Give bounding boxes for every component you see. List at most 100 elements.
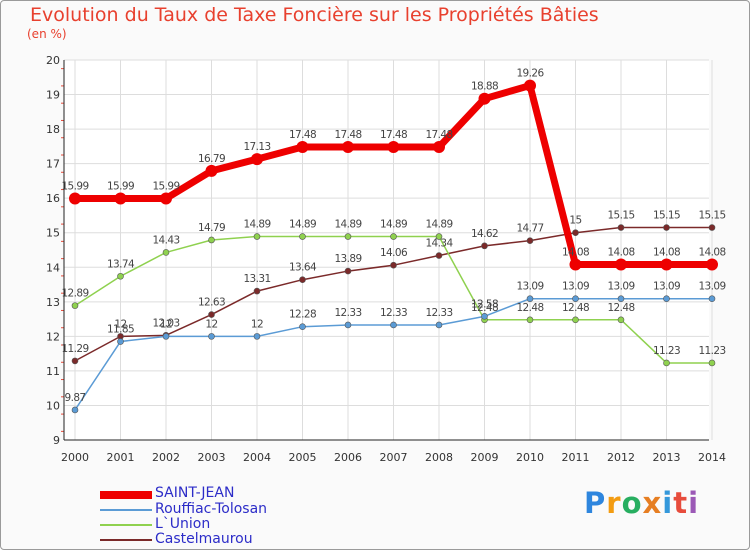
data-label-rouffiac-tolosan: 12	[205, 318, 217, 330]
data-label-castelmaurou: 15.15	[607, 210, 634, 222]
logo-letter: r	[606, 486, 622, 520]
logo-letter: o	[621, 486, 643, 520]
data-point-castelmaurou	[208, 311, 215, 318]
x-tick-label: 2014	[698, 451, 726, 464]
data-label-rouffiac-tolosan: 12	[160, 318, 172, 330]
x-tick-label: 2008	[425, 451, 453, 464]
proxiti-logo: Proxiti	[584, 486, 699, 520]
data-point-rouffiac-tolosan	[299, 323, 306, 330]
legend-label-castelmaurou: Castelmaurou	[155, 531, 253, 547]
data-point-l-union	[435, 233, 443, 240]
x-tick-label: 2004	[243, 451, 271, 464]
data-label-rouffiac-tolosan: 9.87	[65, 392, 86, 404]
data-label-castelmaurou: 15	[569, 215, 581, 227]
data-label-saint-jean: 17.48	[380, 129, 407, 141]
data-label-saint-jean: 14.08	[653, 247, 680, 259]
data-point-rouffiac-tolosan	[481, 313, 488, 320]
data-point-saint-jean	[69, 192, 81, 205]
logo-letter: t	[673, 486, 689, 520]
data-label-castelmaurou: 12.03	[152, 317, 179, 329]
data-point-castelmaurou	[71, 357, 79, 365]
y-tick-label: 18	[46, 123, 60, 136]
data-point-castelmaurou	[390, 261, 397, 269]
data-label-castelmaurou: 12	[114, 318, 126, 330]
data-point-l-union	[208, 236, 215, 244]
data-point-rouffiac-tolosan	[253, 333, 261, 340]
data-point-castelmaurou	[435, 252, 443, 259]
data-label-castelmaurou: 12.63	[198, 297, 225, 309]
data-label-saint-jean: 15.99	[61, 181, 88, 193]
x-tick-label: 2010	[516, 451, 544, 464]
data-point-l-union	[162, 249, 170, 256]
legend-swatch-rouffiac-tolosan	[100, 509, 152, 511]
data-label-l-union: 11.23	[653, 345, 680, 357]
data-label-l-union: 12.48	[516, 302, 543, 314]
y-tick-label: 15	[46, 227, 60, 240]
data-point-rouffiac-tolosan	[162, 333, 170, 340]
y-tick-label: 16	[46, 192, 60, 205]
data-point-l-union	[71, 302, 79, 309]
data-label-saint-jean: 18.88	[471, 81, 498, 93]
chart-title: Evolution du Taux de Taxe Foncière sur l…	[30, 4, 599, 26]
data-label-l-union: 14.79	[198, 222, 225, 234]
data-point-rouffiac-tolosan	[117, 338, 124, 345]
data-label-l-union: 11.23	[698, 345, 725, 357]
data-label-l-union: 12.48	[607, 302, 634, 314]
data-label-rouffiac-tolosan: 13.09	[516, 281, 543, 293]
y-tick-label: 20	[46, 54, 60, 67]
data-point-rouffiac-tolosan	[208, 333, 215, 340]
data-label-l-union: 14.43	[152, 234, 179, 246]
data-point-l-union	[390, 233, 397, 240]
data-label-l-union: 14.89	[425, 219, 452, 231]
data-label-castelmaurou: 14.34	[425, 238, 453, 250]
data-label-castelmaurou: 15.15	[698, 210, 725, 222]
legend-label-rouffiac-tolosan: Rouffiac-Tolosan	[155, 501, 268, 517]
data-point-castelmaurou	[617, 224, 625, 231]
data-label-l-union: 12.48	[562, 302, 589, 314]
data-label-l-union: 12.89	[61, 288, 88, 300]
data-point-saint-jean	[660, 258, 673, 271]
logo-letter: i	[662, 486, 674, 520]
legend-label-l-union: L`Union	[155, 516, 211, 532]
x-tick-label: 2006	[334, 451, 362, 464]
data-label-rouffiac-tolosan: 13.09	[562, 281, 589, 293]
data-point-castelmaurou	[253, 287, 261, 295]
data-label-castelmaurou: 15.15	[653, 210, 680, 222]
y-tick-label: 14	[46, 261, 60, 274]
data-point-rouffiac-tolosan	[390, 321, 397, 329]
legend-label-saint-jean: SAINT-JEAN	[155, 485, 235, 501]
data-label-rouffiac-tolosan: 12.33	[380, 307, 407, 319]
data-label-l-union: 12.48	[471, 302, 498, 314]
data-point-saint-jean	[433, 141, 445, 154]
data-point-l-union	[117, 272, 124, 280]
x-tick-label: 2005	[289, 451, 317, 464]
y-tick-label: 9	[53, 434, 60, 447]
data-point-rouffiac-tolosan	[526, 295, 534, 303]
data-label-saint-jean: 15.99	[152, 181, 179, 193]
data-label-rouffiac-tolosan: 11.85	[107, 324, 134, 336]
legend-swatch-l-union	[100, 524, 152, 526]
x-tick-label: 2002	[152, 451, 180, 464]
data-label-rouffiac-tolosan: 12.33	[334, 307, 361, 319]
data-label-l-union: 14.89	[380, 219, 407, 231]
data-point-castelmaurou	[299, 276, 306, 284]
data-label-castelmaurou: 11.29	[61, 343, 88, 355]
data-point-castelmaurou	[708, 224, 716, 231]
data-point-rouffiac-tolosan	[344, 321, 352, 329]
data-label-saint-jean: 14.08	[562, 247, 589, 259]
y-tick-label: 13	[46, 296, 60, 309]
data-label-saint-jean: 15.99	[107, 181, 134, 193]
x-tick-label: 2011	[562, 451, 590, 464]
data-point-l-union	[344, 233, 352, 240]
data-label-rouffiac-tolosan: 12	[251, 318, 263, 330]
data-label-saint-jean: 14.08	[607, 247, 634, 259]
data-label-saint-jean: 14.08	[698, 247, 725, 259]
data-label-l-union: 13.74	[107, 258, 135, 270]
data-point-l-union	[299, 233, 306, 240]
data-point-saint-jean	[251, 153, 263, 166]
data-point-l-union	[526, 316, 534, 324]
y-tick-label: 11	[46, 365, 60, 378]
logo-letter: x	[642, 486, 663, 520]
legend-swatch-castelmaurou	[100, 539, 152, 541]
data-point-saint-jean	[114, 192, 127, 205]
